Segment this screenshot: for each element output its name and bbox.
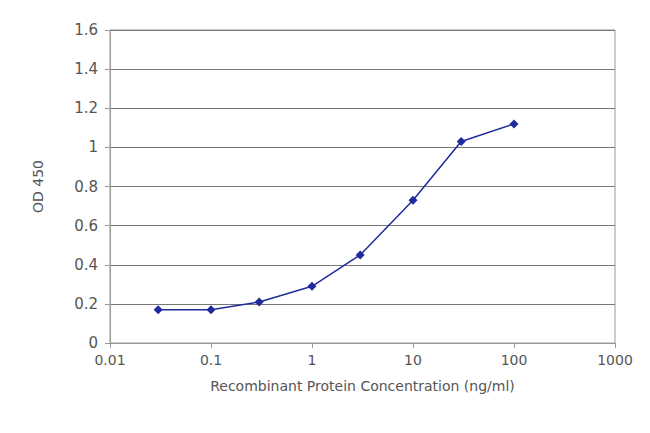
svg-text:Recombinant Protein Concentrat: Recombinant Protein Concentration (ng/ml…	[210, 378, 515, 394]
svg-text:0.6: 0.6	[74, 217, 98, 235]
svg-text:0.1: 0.1	[200, 352, 222, 368]
svg-text:0.01: 0.01	[94, 352, 125, 368]
svg-text:1.6: 1.6	[74, 21, 98, 39]
svg-text:1.4: 1.4	[74, 60, 98, 78]
svg-text:1.2: 1.2	[74, 99, 98, 117]
svg-text:0.4: 0.4	[74, 256, 98, 274]
svg-text:OD 450: OD 450	[30, 160, 46, 213]
svg-text:100: 100	[501, 352, 528, 368]
svg-text:0.2: 0.2	[74, 295, 98, 313]
svg-text:10: 10	[404, 352, 422, 368]
svg-text:1: 1	[308, 352, 317, 368]
svg-text:1000: 1000	[597, 352, 633, 368]
svg-text:0: 0	[88, 334, 98, 352]
svg-text:0.8: 0.8	[74, 178, 98, 196]
svg-text:1: 1	[88, 138, 98, 156]
